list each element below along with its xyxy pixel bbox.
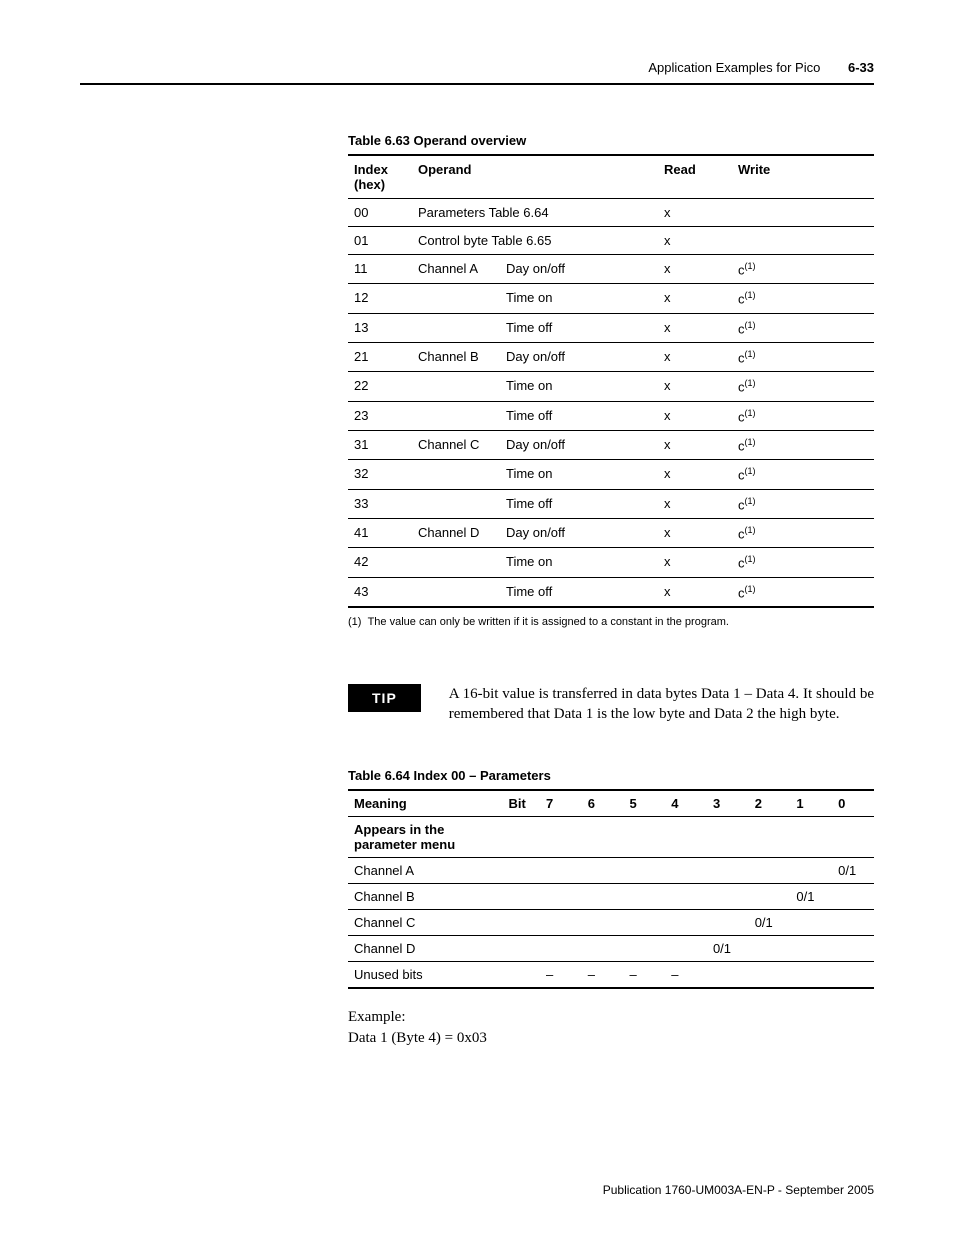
tip-text: A 16-bit value is transferred in data by… [449,684,874,725]
table-63-caption: Table 6.63 Operand overview [348,133,874,148]
table-row: 13 Time off x c(1) [348,313,874,342]
th-6: 6 [582,790,624,817]
th-meaning: Meaning [348,790,502,817]
table-row: 23 Time off x c(1) [348,401,874,430]
example-block: Example: Data 1 (Byte 4) = 0x03 [348,1007,874,1049]
table-row: 31 Channel C Day on/off x c(1) [348,430,874,459]
tip-badge: TIP [348,684,421,712]
table-row: 11 Channel A Day on/off x c(1) [348,255,874,284]
table-row: 22 Time on x c(1) [348,372,874,401]
th-3: 3 [707,790,749,817]
table-row: Channel A 0/1 [348,858,874,884]
tip-block: TIP A 16-bit value is transferred in dat… [348,684,874,725]
table-row: 32 Time on x c(1) [348,460,874,489]
table-63-footnote: (1) The value can only be written if it … [348,616,874,628]
table-row: 12 Time on x c(1) [348,284,874,313]
table-row: Appears in the parameter menu [348,817,874,858]
page-number: 6-33 [848,60,874,75]
table-row: 43 Time off x c(1) [348,577,874,607]
example-line1: Example: [348,1007,874,1028]
page-header: Application Examples for Pico 6-33 [80,60,874,75]
header-rule [80,83,874,85]
th-read: Read [658,155,732,199]
table-row: 21 Channel B Day on/off x c(1) [348,342,874,371]
table-64-caption: Table 6.64 Index 00 – Parameters [348,768,874,783]
th-5: 5 [623,790,665,817]
table-row: Channel B 0/1 [348,884,874,910]
th-4: 4 [665,790,707,817]
table-row: 42 Time on x c(1) [348,548,874,577]
table-row: Channel C 0/1 [348,910,874,936]
example-line2: Data 1 (Byte 4) = 0x03 [348,1028,874,1049]
th-1: 1 [790,790,832,817]
table-row: 33 Time off x c(1) [348,489,874,518]
table-row: 41 Channel D Day on/off x c(1) [348,518,874,547]
th-operand: Operand [412,155,658,199]
publication-footer: Publication 1760-UM003A-EN-P - September… [603,1183,874,1197]
th-bit: Bit [502,790,540,817]
table-row: Channel D 0/1 [348,936,874,962]
th-write: Write [732,155,874,199]
th-0: 0 [832,790,874,817]
th-7: 7 [540,790,582,817]
table-64: Meaning Bit 7 6 5 4 3 2 1 0 Appears in t… [348,789,874,989]
table-row: 01 Control byte Table 6.65 x [348,227,874,255]
th-index: Index (hex) [348,155,412,199]
th-2: 2 [749,790,791,817]
table-row: Unused bits – – – – [348,962,874,989]
table-63: Index (hex) Operand Read Write 00 Parame… [348,154,874,608]
table-row: 00 Parameters Table 6.64 x [348,199,874,227]
chapter-title: Application Examples for Pico [648,60,820,75]
